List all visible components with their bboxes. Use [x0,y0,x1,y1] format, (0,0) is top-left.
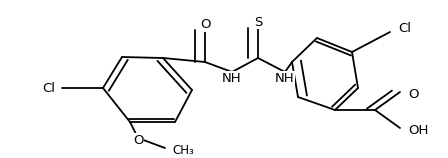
Text: NH: NH [275,72,295,85]
Text: OH: OH [408,124,428,137]
Text: O: O [133,134,143,146]
Text: O: O [200,18,210,31]
Text: Cl: Cl [398,21,411,34]
Text: O: O [408,88,418,101]
Text: CH₃: CH₃ [172,143,194,157]
Text: NH: NH [222,72,242,85]
Text: Cl: Cl [42,82,55,94]
Text: S: S [254,15,262,28]
